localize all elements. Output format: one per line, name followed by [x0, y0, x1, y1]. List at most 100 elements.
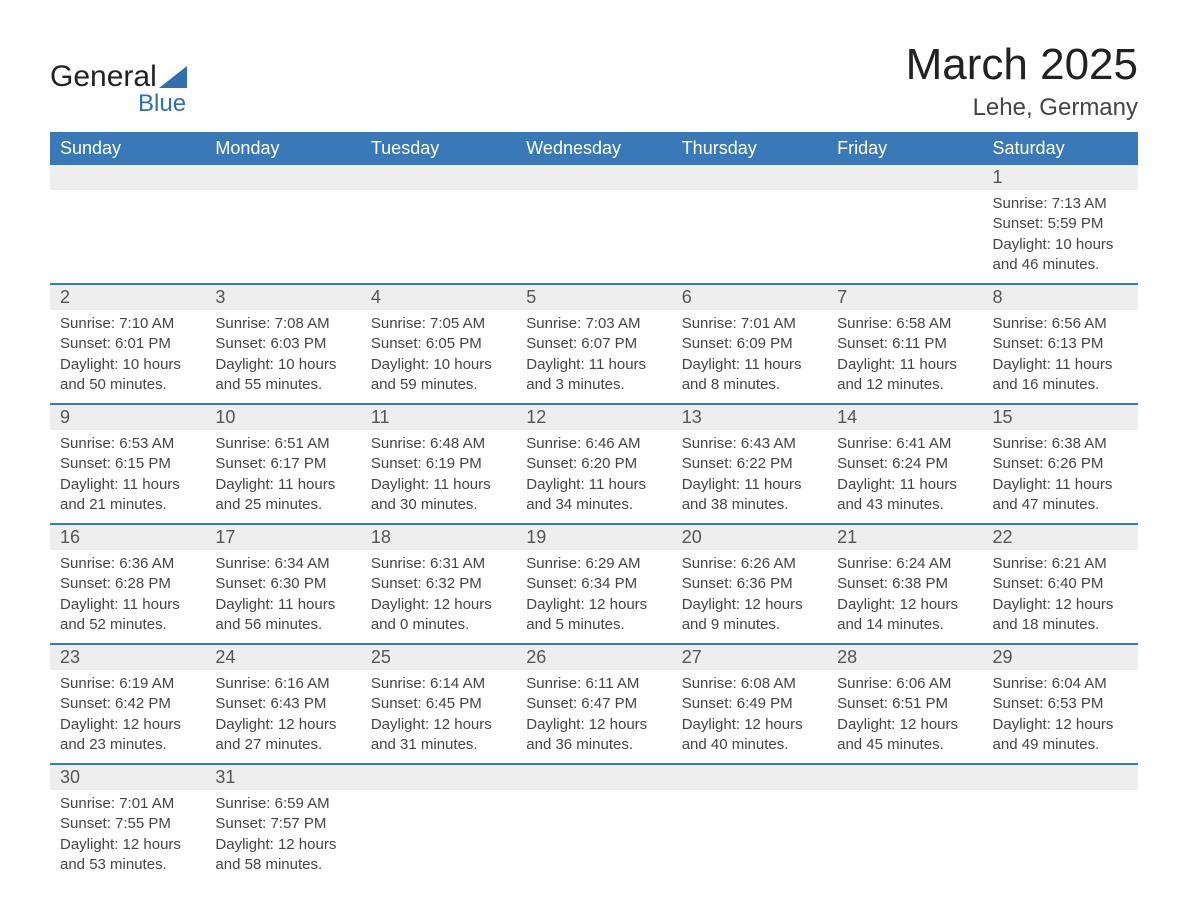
daylight-text: Daylight: 10 hours and 59 minutes.	[371, 355, 506, 396]
day-content-cell	[50, 190, 205, 284]
logo-text-blue: Blue	[50, 90, 187, 118]
day-content-cell: Sunrise: 6:48 AMSunset: 6:19 PMDaylight:…	[361, 430, 516, 524]
sunset-text: Sunset: 6:01 PM	[60, 334, 195, 354]
day-content-cell: Sunrise: 6:46 AMSunset: 6:20 PMDaylight:…	[516, 430, 671, 524]
day-number-cell: 5	[516, 284, 671, 310]
daylight-text: Daylight: 11 hours and 34 minutes.	[526, 475, 661, 516]
sunset-text: Sunset: 6:13 PM	[993, 334, 1128, 354]
weekday-header: Monday	[205, 132, 360, 165]
sunrise-text: Sunrise: 7:10 AM	[60, 314, 195, 334]
day-content-cell: Sunrise: 6:08 AMSunset: 6:49 PMDaylight:…	[672, 670, 827, 764]
day-number-cell: 11	[361, 404, 516, 430]
day-number-cell	[672, 764, 827, 790]
daylight-text: Daylight: 12 hours and 5 minutes.	[526, 595, 661, 636]
sunrise-text: Sunrise: 6:21 AM	[993, 554, 1128, 574]
week-daynum-row: 1	[50, 165, 1138, 190]
weekday-header-row: Sunday Monday Tuesday Wednesday Thursday…	[50, 132, 1138, 165]
day-content-cell: Sunrise: 6:11 AMSunset: 6:47 PMDaylight:…	[516, 670, 671, 764]
sunrise-text: Sunrise: 6:56 AM	[993, 314, 1128, 334]
day-number-cell: 6	[672, 284, 827, 310]
location-label: Lehe, Germany	[906, 94, 1138, 122]
sunrise-text: Sunrise: 7:01 AM	[60, 794, 195, 814]
weekday-header: Saturday	[983, 132, 1138, 165]
daylight-text: Daylight: 12 hours and 45 minutes.	[837, 715, 972, 756]
sunrise-text: Sunrise: 7:03 AM	[526, 314, 661, 334]
day-number-cell: 20	[672, 524, 827, 550]
sunset-text: Sunset: 6:30 PM	[215, 574, 350, 594]
day-number-cell: 19	[516, 524, 671, 550]
daylight-text: Daylight: 11 hours and 8 minutes.	[682, 355, 817, 396]
day-content-cell: Sunrise: 6:06 AMSunset: 6:51 PMDaylight:…	[827, 670, 982, 764]
day-content-cell: Sunrise: 6:38 AMSunset: 6:26 PMDaylight:…	[983, 430, 1138, 524]
day-content-cell	[361, 190, 516, 284]
day-content-cell: Sunrise: 6:58 AMSunset: 6:11 PMDaylight:…	[827, 310, 982, 404]
day-content-cell	[672, 190, 827, 284]
sunrise-text: Sunrise: 6:08 AM	[682, 674, 817, 694]
daylight-text: Daylight: 12 hours and 53 minutes.	[60, 835, 195, 876]
day-number-cell: 28	[827, 644, 982, 670]
day-number-cell	[983, 764, 1138, 790]
week-daynum-row: 23242526272829	[50, 644, 1138, 670]
daylight-text: Daylight: 10 hours and 55 minutes.	[215, 355, 350, 396]
sunset-text: Sunset: 6:49 PM	[682, 694, 817, 714]
sunset-text: Sunset: 6:26 PM	[993, 454, 1128, 474]
month-title: March 2025	[906, 40, 1138, 90]
week-content-row: Sunrise: 7:13 AMSunset: 5:59 PMDaylight:…	[50, 190, 1138, 284]
week-content-row: Sunrise: 6:53 AMSunset: 6:15 PMDaylight:…	[50, 430, 1138, 524]
week-daynum-row: 3031	[50, 764, 1138, 790]
weekday-header: Sunday	[50, 132, 205, 165]
sunrise-text: Sunrise: 7:01 AM	[682, 314, 817, 334]
day-content-cell: Sunrise: 6:53 AMSunset: 6:15 PMDaylight:…	[50, 430, 205, 524]
day-number-cell: 2	[50, 284, 205, 310]
sunset-text: Sunset: 6:17 PM	[215, 454, 350, 474]
day-number-cell: 29	[983, 644, 1138, 670]
day-content-cell	[516, 790, 671, 883]
day-content-cell: Sunrise: 6:24 AMSunset: 6:38 PMDaylight:…	[827, 550, 982, 644]
day-number-cell: 21	[827, 524, 982, 550]
week-daynum-row: 9101112131415	[50, 404, 1138, 430]
day-number-cell	[827, 165, 982, 190]
day-content-cell: Sunrise: 7:01 AMSunset: 7:55 PMDaylight:…	[50, 790, 205, 883]
day-number-cell: 22	[983, 524, 1138, 550]
sunrise-text: Sunrise: 6:06 AM	[837, 674, 972, 694]
daylight-text: Daylight: 11 hours and 21 minutes.	[60, 475, 195, 516]
day-content-cell: Sunrise: 7:03 AMSunset: 6:07 PMDaylight:…	[516, 310, 671, 404]
day-number-cell: 27	[672, 644, 827, 670]
day-number-cell: 12	[516, 404, 671, 430]
day-content-cell: Sunrise: 6:19 AMSunset: 6:42 PMDaylight:…	[50, 670, 205, 764]
sunrise-text: Sunrise: 6:36 AM	[60, 554, 195, 574]
day-number-cell	[361, 764, 516, 790]
day-content-cell	[361, 790, 516, 883]
sunrise-text: Sunrise: 6:51 AM	[215, 434, 350, 454]
day-content-cell	[516, 190, 671, 284]
day-content-cell	[827, 190, 982, 284]
sunset-text: Sunset: 6:05 PM	[371, 334, 506, 354]
sunrise-text: Sunrise: 6:58 AM	[837, 314, 972, 334]
day-number-cell: 15	[983, 404, 1138, 430]
weekday-header: Friday	[827, 132, 982, 165]
daylight-text: Daylight: 11 hours and 12 minutes.	[837, 355, 972, 396]
day-content-cell: Sunrise: 6:29 AMSunset: 6:34 PMDaylight:…	[516, 550, 671, 644]
day-number-cell: 10	[205, 404, 360, 430]
daylight-text: Daylight: 11 hours and 52 minutes.	[60, 595, 195, 636]
week-content-row: Sunrise: 7:01 AMSunset: 7:55 PMDaylight:…	[50, 790, 1138, 883]
sunset-text: Sunset: 5:59 PM	[993, 214, 1128, 234]
sunrise-text: Sunrise: 7:13 AM	[993, 194, 1128, 214]
weekday-header: Wednesday	[516, 132, 671, 165]
daylight-text: Daylight: 11 hours and 30 minutes.	[371, 475, 506, 516]
page-header: General Blue March 2025 Lehe, Germany	[50, 40, 1138, 122]
day-number-cell: 1	[983, 165, 1138, 190]
week-content-row: Sunrise: 6:19 AMSunset: 6:42 PMDaylight:…	[50, 670, 1138, 764]
sunset-text: Sunset: 6:11 PM	[837, 334, 972, 354]
sunset-text: Sunset: 6:38 PM	[837, 574, 972, 594]
day-content-cell: Sunrise: 7:05 AMSunset: 6:05 PMDaylight:…	[361, 310, 516, 404]
daylight-text: Daylight: 11 hours and 56 minutes.	[215, 595, 350, 636]
day-content-cell: Sunrise: 6:14 AMSunset: 6:45 PMDaylight:…	[361, 670, 516, 764]
sunset-text: Sunset: 6:45 PM	[371, 694, 506, 714]
day-number-cell: 7	[827, 284, 982, 310]
sunset-text: Sunset: 6:53 PM	[993, 694, 1128, 714]
sunset-text: Sunset: 6:07 PM	[526, 334, 661, 354]
sunset-text: Sunset: 6:40 PM	[993, 574, 1128, 594]
day-number-cell: 8	[983, 284, 1138, 310]
daylight-text: Daylight: 12 hours and 23 minutes.	[60, 715, 195, 756]
